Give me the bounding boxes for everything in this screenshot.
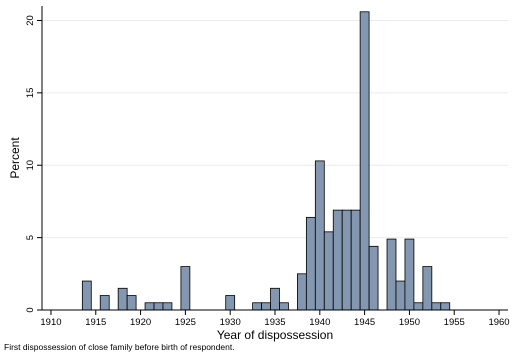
bar-1938	[297, 273, 307, 311]
bar-1918	[117, 287, 128, 311]
bar-1945	[359, 11, 370, 311]
bar-1953	[431, 302, 442, 311]
y-tick-label-2: 10	[25, 160, 36, 171]
bar-1940	[314, 160, 325, 311]
bar-1930	[225, 295, 236, 311]
bar-1914	[81, 280, 92, 311]
bar-1922	[153, 302, 164, 311]
bar-1948	[386, 238, 397, 311]
x-tick-label-0: 1910	[40, 317, 61, 328]
y-axis-title: Percent	[8, 137, 22, 179]
x-tick-label-10: 1960	[488, 317, 509, 328]
x-axis-title: Year of dispossession	[217, 328, 333, 342]
bar-1919	[126, 295, 137, 311]
bar-1946	[368, 245, 379, 311]
bar-1941	[323, 231, 334, 311]
x-tick-label-4: 1930	[220, 317, 241, 328]
bar-1935	[270, 287, 280, 311]
y-tick-label-0: 0	[25, 307, 36, 312]
bar-1942	[332, 209, 343, 311]
bar-1944	[350, 209, 361, 311]
axes: 0 5 10 15 20 1910 1915 1920 1925 1930 1935 1940 1945…	[25, 6, 510, 328]
bar-1950	[404, 238, 415, 311]
bar-1933	[252, 302, 262, 311]
x-tick-label-3: 1925	[175, 317, 196, 328]
chart-note: First dispossession of close family befo…	[4, 342, 235, 352]
bar-1954	[440, 302, 451, 311]
x-tick-label-5: 1935	[264, 317, 285, 328]
bars	[81, 11, 451, 311]
y-tick-label-1: 5	[25, 235, 36, 240]
x-tick-label-7: 1945	[354, 317, 375, 328]
bar-1951	[413, 302, 424, 311]
x-tick-label-9: 1955	[444, 317, 465, 328]
y-tick-label-3: 15	[25, 88, 36, 99]
x-tick-label-1: 1915	[85, 317, 106, 328]
bar-1939	[305, 216, 316, 311]
x-tick-label-8: 1950	[399, 317, 420, 328]
bar-1936	[279, 302, 289, 311]
x-tick-label-2: 1920	[130, 317, 151, 328]
y-tick-label-4: 20	[25, 15, 36, 26]
bar-1949	[395, 280, 406, 311]
bar-1916	[99, 295, 110, 311]
bar-1923	[162, 302, 173, 311]
bar-1952	[422, 266, 433, 311]
bar-1943	[341, 209, 352, 311]
x-tick-label-6: 1940	[309, 317, 330, 328]
bar-1921	[144, 302, 155, 311]
bar-1934	[261, 302, 271, 311]
bar-1925	[180, 266, 191, 311]
gridlines	[42, 19, 508, 239]
